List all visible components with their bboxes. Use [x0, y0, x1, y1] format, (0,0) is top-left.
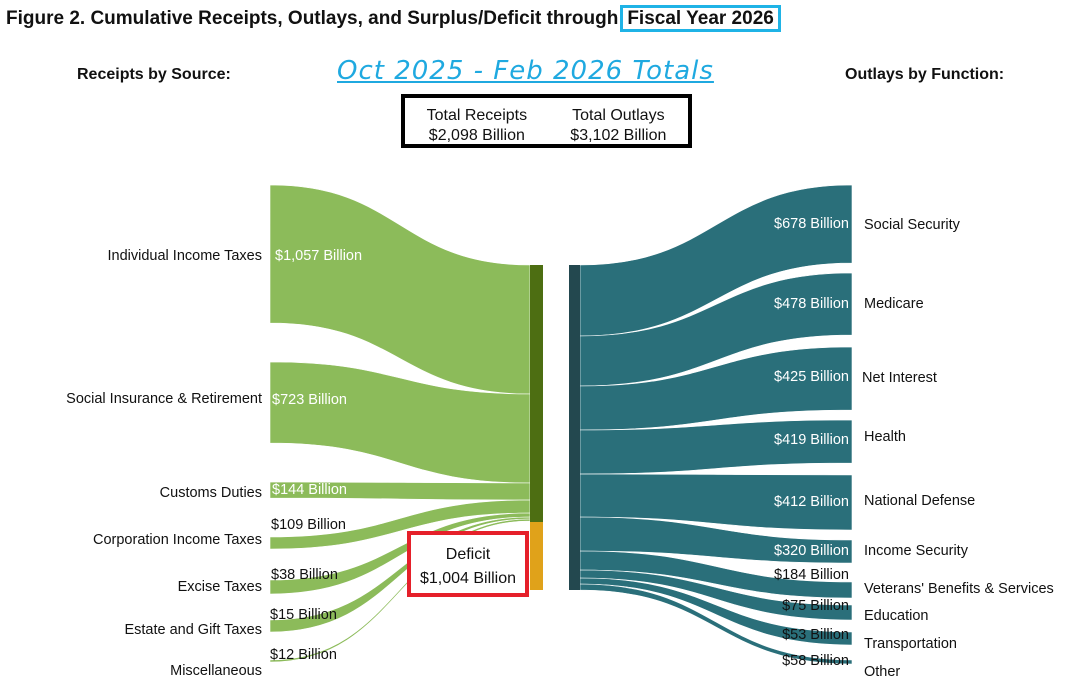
outlay-flow-2: [579, 346, 853, 431]
total-receipts: Total Receipts $2,098 Billion: [427, 106, 528, 144]
outlay-value-label: $58 Billion: [782, 653, 849, 669]
deficit-box: Deficit $1,004 Billion: [407, 531, 529, 597]
outlay-flow-5: [579, 516, 853, 564]
outlay-function-label: Veterans' Benefits & Services: [864, 581, 1054, 597]
outlay-flow-6: [579, 550, 853, 599]
outlay-flow-4: [579, 473, 853, 531]
total-outlays-label: Total Outlays: [572, 107, 665, 124]
totals-box: Total Receipts $2,098 Billion Total Outla…: [401, 94, 692, 148]
receipt-source-label: Miscellaneous: [170, 663, 262, 679]
outlay-function-label: Education: [864, 608, 929, 624]
outlay-value-label: $184 Billion: [774, 567, 849, 583]
receipt-value-label: $12 Billion: [270, 647, 337, 663]
outlay-flow-7: [579, 569, 853, 621]
receipt-value-label: $38 Billion: [271, 567, 338, 583]
receipt-source-label: Social Insurance & Retirement: [66, 391, 262, 407]
receipt-value-label: $144 Billion: [272, 482, 347, 498]
receipt-source-label: Excise Taxes: [177, 579, 262, 595]
outlay-value-label: $478 Billion: [774, 296, 849, 312]
title-highlight: Fiscal Year 2026: [620, 5, 781, 32]
outlay-value-label: $75 Billion: [782, 598, 849, 614]
total-receipts-label: Total Receipts: [426, 107, 528, 124]
deficit-value: $1,004 Billion: [419, 570, 517, 587]
receipt-source-label: Estate and Gift Taxes: [124, 622, 262, 638]
outlay-flow-3: [579, 419, 853, 475]
receipt-value-label: $1,057 Billion: [275, 248, 363, 264]
figure-title: Figure 2. Cumulative Receipts, Outlays, …: [6, 5, 781, 32]
title-text: Figure 2. Cumulative Receipts, Outlays, …: [6, 8, 619, 29]
total-outlays: Total Outlays $3,102 Billion: [570, 106, 666, 144]
receipt-value-label: $15 Billion: [270, 607, 337, 623]
outlay-function-label: Net Interest: [862, 370, 937, 386]
receipt-value-label: $723 Billion: [272, 392, 347, 408]
outlay-function-label: Transportation: [864, 636, 957, 652]
total-outlays-value: $3,102 Billion: [570, 127, 667, 144]
outlay-value-label: $425 Billion: [774, 369, 849, 385]
outlay-flow-8: [579, 577, 853, 646]
outlay-function-label: Medicare: [864, 296, 924, 312]
outlays-header: Outlays by Function:: [845, 66, 1005, 83]
outlay-function-label: Other: [864, 664, 901, 680]
outlay-function-label: Health: [864, 429, 906, 445]
receipt-value-label: $109 Billion: [271, 517, 346, 533]
outlay-function-label: National Defense: [864, 493, 976, 509]
outlay-function-label: Social Security: [864, 217, 960, 233]
outlay-value-label: $419 Billion: [774, 432, 849, 448]
deficit-node: [530, 522, 543, 590]
outlay-function-label: Income Security: [864, 543, 968, 559]
outlays-node: [569, 265, 580, 590]
outlay-value-label: $320 Billion: [774, 543, 849, 559]
receipts-header: Receipts by Source:: [77, 66, 231, 83]
receipt-source-label: Individual Income Taxes: [107, 248, 263, 264]
subtitle: Oct 2025 - Feb 2026 Totals: [337, 56, 714, 86]
receipt-flow-0: [269, 184, 531, 395]
outlay-value-label: $678 Billion: [774, 216, 849, 232]
deficit-label: Deficit: [445, 546, 491, 563]
outlay-value-label: $412 Billion: [774, 494, 849, 510]
receipt-source-label: Corporation Income Taxes: [93, 532, 262, 548]
outlay-flow-9: [579, 583, 853, 665]
total-receipts-value: $2,098 Billion: [428, 127, 525, 144]
outlay-flow-0: [579, 184, 853, 337]
receipts-node: [530, 265, 543, 522]
outlay-value-label: $53 Billion: [782, 627, 849, 643]
outlay-flow-1: [579, 272, 853, 387]
receipt-source-label: Customs Duties: [159, 485, 262, 501]
